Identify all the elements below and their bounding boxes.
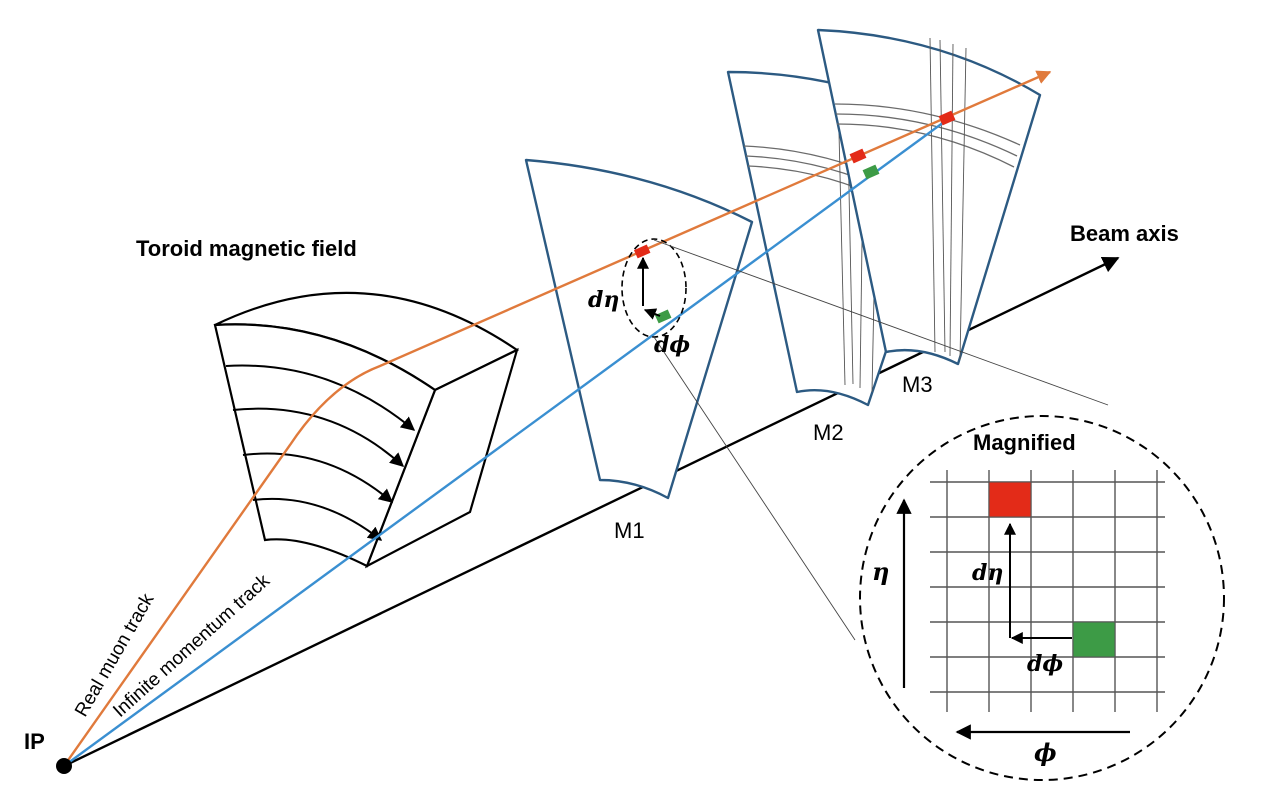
magnified-label: Magnified (973, 430, 1076, 455)
hit-infinite-m2 (862, 164, 880, 180)
hit-real-m2 (849, 148, 867, 164)
magnified-grid (930, 470, 1165, 712)
phi-axis-label: ϕ (1034, 738, 1057, 767)
ip-label: IP (24, 729, 45, 754)
field-lines (225, 364, 416, 541)
infinite-momentum-track (63, 121, 945, 767)
infinite-momentum-track-label: Infinite momentum track (109, 570, 274, 722)
m3-label: M3 (902, 372, 933, 397)
magnified-hit-infinite (1072, 621, 1116, 658)
magnified-deta-label: dη (972, 560, 1003, 586)
m1-deta-label: dη (588, 287, 619, 313)
toroid-label: Toroid magnetic field (136, 236, 357, 261)
magnified-circle (859, 415, 1225, 781)
eta-axis-label: η (872, 557, 889, 586)
connector-line-lower (653, 336, 856, 641)
magnified-view (859, 415, 1225, 781)
m2-label: M2 (813, 420, 844, 445)
m1-label: M1 (614, 518, 645, 543)
magnified-dphi-label: dϕ (1027, 651, 1063, 677)
magnified-hit-real (988, 481, 1032, 518)
m1-dphi-arrow (643, 308, 661, 320)
toroid-block (213, 291, 520, 569)
interaction-point (56, 758, 72, 774)
m1-dphi-label: dϕ (654, 332, 690, 358)
station-m1 (524, 158, 754, 500)
hit-real-m1 (633, 244, 651, 259)
connector-line-upper (653, 239, 1109, 406)
hit-infinite-m1 (654, 309, 672, 324)
hit-real-m3 (938, 110, 956, 126)
real-muon-track (63, 70, 1052, 767)
beam-axis-label: Beam axis (1070, 221, 1179, 246)
